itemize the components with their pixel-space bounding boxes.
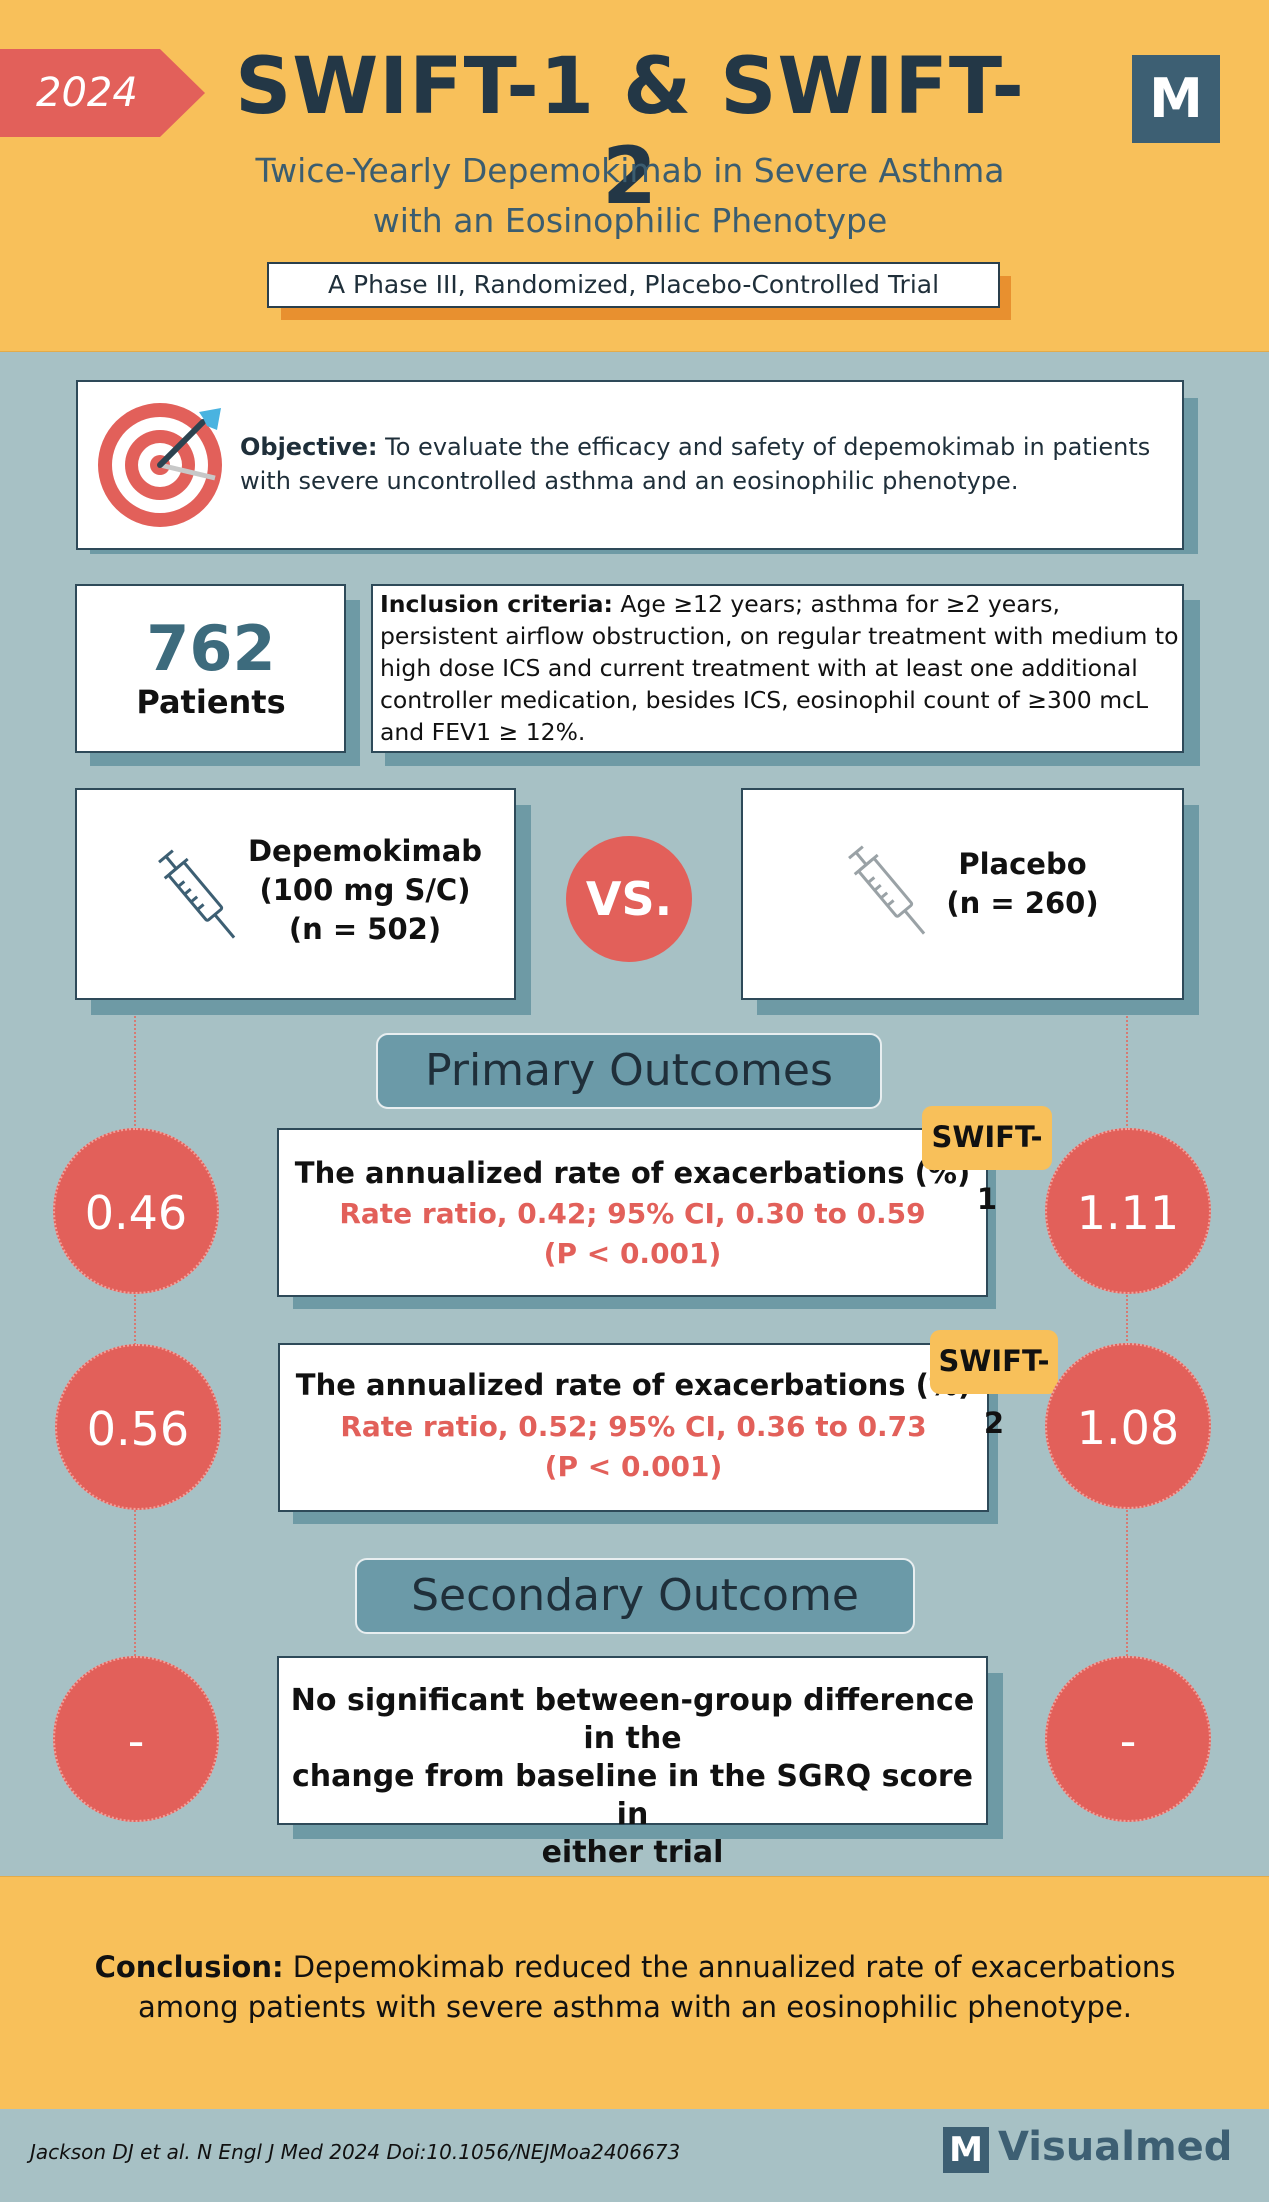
- conclusion-body: Depemokimab reduced the annualized rate …: [137, 1950, 1176, 2024]
- placebo-arm-label: Placebo (n = 260): [920, 845, 1125, 923]
- conclusion-label: Conclusion:: [94, 1950, 284, 1984]
- swift1-title: The annualized rate of exacerbations (%): [294, 1156, 971, 1190]
- secondary-card: [277, 1656, 988, 1825]
- swift1-stat: Rate ratio, 0.42; 95% CI, 0.30 to 0.59 (…: [277, 1194, 988, 1274]
- page-subtitle: Twice-Yearly Depemokimab in Severe Asthm…: [180, 146, 1080, 246]
- footer: [0, 2109, 1269, 2202]
- objective-label: Objective:: [240, 433, 378, 461]
- syringe-icon: [845, 836, 935, 951]
- placebo-n: (n = 260): [946, 886, 1099, 920]
- secondary-line-1: No significant between-group difference …: [290, 1683, 975, 1756]
- swift2-title: The annualized rate of exacerbations (%): [295, 1368, 972, 1402]
- primary-outcomes-heading: Primary Outcomes: [376, 1033, 882, 1109]
- secondary-line-2: change from baseline in the SGRQ score i…: [291, 1759, 974, 1832]
- placebo-card: [741, 788, 1184, 1000]
- syringe-icon: [155, 840, 245, 955]
- swift1-card: [277, 1128, 988, 1297]
- vs-badge: VS.: [566, 836, 692, 962]
- objective-body: To evaluate the efficacy and safety of d…: [240, 433, 1151, 495]
- treatment-name: Depemokimab: [247, 834, 483, 868]
- connector-line: [1126, 1000, 1128, 1130]
- inclusion-text: Inclusion criteria: Age ≥12 years; asthm…: [380, 588, 1180, 748]
- conclusion-text: Conclusion: Depemokimab reduced the annu…: [60, 1947, 1210, 2027]
- inclusion-label: Inclusion criteria:: [380, 590, 613, 618]
- secondary-placebo-value: -: [1045, 1656, 1211, 1822]
- placebo-name: Placebo: [958, 847, 1087, 881]
- secondary-treatment-value: -: [53, 1656, 219, 1822]
- swift1-placebo-value: 1.11: [1045, 1128, 1211, 1294]
- swift2-stat: Rate ratio, 0.52; 95% CI, 0.36 to 0.73 (…: [278, 1407, 989, 1487]
- swift2-tag: SWIFT-2: [930, 1330, 1058, 1440]
- swift2-placebo-value: 1.08: [1045, 1343, 1211, 1509]
- swift1-p-value: (P < 0.001): [543, 1237, 722, 1270]
- trial-type-box: A Phase III, Randomized, Placebo-Control…: [267, 262, 1000, 308]
- swift1-rate-ratio: Rate ratio, 0.42; 95% CI, 0.30 to 0.59: [339, 1197, 926, 1230]
- page-title: SWIFT-1 & SWIFT-2: [235, 42, 1025, 222]
- visualmed-logo-icon: M: [943, 2127, 989, 2173]
- conclusion-band: [0, 1876, 1269, 2109]
- swift1-tag: SWIFT-1: [922, 1106, 1052, 1216]
- swift2-rate-ratio: Rate ratio, 0.52; 95% CI, 0.36 to 0.73: [340, 1410, 927, 1443]
- target-icon: [95, 400, 225, 530]
- visualmed-brand-name: Visualmed: [998, 2124, 1233, 2170]
- inclusion-body: Age ≥12 years; asthma for ≥2 years, pers…: [380, 590, 1179, 746]
- connector-line: [134, 1000, 136, 1130]
- objective-card: [76, 380, 1184, 550]
- objective-text: Objective: To evaluate the efficacy and …: [240, 430, 1170, 498]
- citation: Jackson DJ et al. N Engl J Med 2024 Doi:…: [30, 2140, 681, 2164]
- swift2-treatment-value: 0.56: [55, 1344, 221, 1510]
- swift2-card: [278, 1343, 989, 1512]
- swift2-p-value: (P < 0.001): [544, 1450, 723, 1483]
- patients-card: [75, 584, 346, 753]
- subtitle-line-2: with an Eosinophilic Phenotype: [372, 201, 888, 240]
- secondary-line-3: either trial: [541, 1835, 724, 1870]
- connector-line: [134, 1510, 136, 1660]
- treatment-dose: (100 mg S/C): [259, 873, 471, 907]
- connector-line: [1126, 1295, 1128, 1345]
- patient-label: Patients: [136, 683, 286, 721]
- connector-line: [1126, 1510, 1128, 1660]
- swift1-treatment-value: 0.46: [53, 1128, 219, 1294]
- subtitle-line-1: Twice-Yearly Depemokimab in Severe Asthm…: [255, 151, 1005, 190]
- secondary-outcome-heading: Secondary Outcome: [355, 1558, 915, 1634]
- treatment-n: (n = 502): [288, 912, 442, 946]
- inclusion-card: [371, 584, 1184, 753]
- patient-count: 762: [146, 612, 276, 685]
- year-tag: 2024: [0, 49, 205, 137]
- connector-line: [134, 1295, 136, 1345]
- secondary-text: No significant between-group difference …: [277, 1682, 988, 1872]
- treatment-arm-label: Depemokimab (100 mg S/C) (n = 502): [240, 832, 490, 949]
- treatment-card: [75, 788, 516, 1000]
- brand-logo: M: [1132, 55, 1220, 143]
